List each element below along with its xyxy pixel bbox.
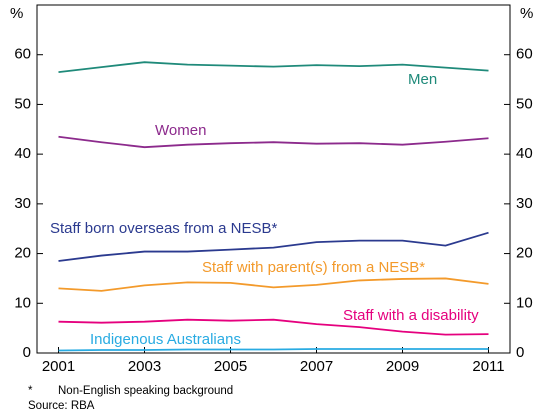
y-tick-label: 30 xyxy=(14,195,31,212)
y2-tick-label: 60 xyxy=(516,46,533,63)
series-label: Indigenous Australians xyxy=(90,331,241,348)
series-line xyxy=(58,348,489,352)
series-label: Staff born overseas from a NESB* xyxy=(50,220,277,237)
series-line xyxy=(58,277,489,292)
y2-tick-label: 30 xyxy=(516,195,533,212)
y2-tick-label: 10 xyxy=(516,294,533,311)
series-line xyxy=(58,135,489,149)
series-label: Staff with parent(s) from a NESB* xyxy=(202,259,425,276)
series-line xyxy=(58,231,489,262)
x-tick-label: 2001 xyxy=(42,358,75,375)
y2-axis-label: % xyxy=(520,5,533,22)
source: Source: RBA xyxy=(28,400,95,412)
y2-tick-label: 50 xyxy=(516,95,533,112)
y-tick-label: 20 xyxy=(14,245,31,262)
y-tick-label: 60 xyxy=(14,46,31,63)
series-label: Men xyxy=(408,71,437,88)
x-tick-label: 2009 xyxy=(386,358,419,375)
y-tick-label: 40 xyxy=(14,145,31,162)
series-line xyxy=(58,318,489,336)
x-tick-label: 2011 xyxy=(472,358,504,375)
x-tick-label: 2007 xyxy=(300,358,333,375)
y-tick-label: 10 xyxy=(14,294,31,311)
y-axis-label: % xyxy=(10,5,23,22)
y-tick-label: 50 xyxy=(14,95,31,112)
x-tick-label: 2005 xyxy=(214,358,247,375)
y2-tick-label: 0 xyxy=(516,344,524,361)
x-tick-label: 2003 xyxy=(128,358,161,375)
footnote: Non-English speaking background xyxy=(58,385,233,397)
plot-frame xyxy=(36,4,511,354)
y2-tick-label: 20 xyxy=(516,245,533,262)
series-label: Staff with a disability xyxy=(343,307,479,324)
y-tick-label: 0 xyxy=(23,344,31,361)
series-line xyxy=(58,61,489,74)
y2-tick-label: 40 xyxy=(516,145,533,162)
footnote-marker: * xyxy=(28,385,33,397)
series-label: Women xyxy=(155,122,206,139)
